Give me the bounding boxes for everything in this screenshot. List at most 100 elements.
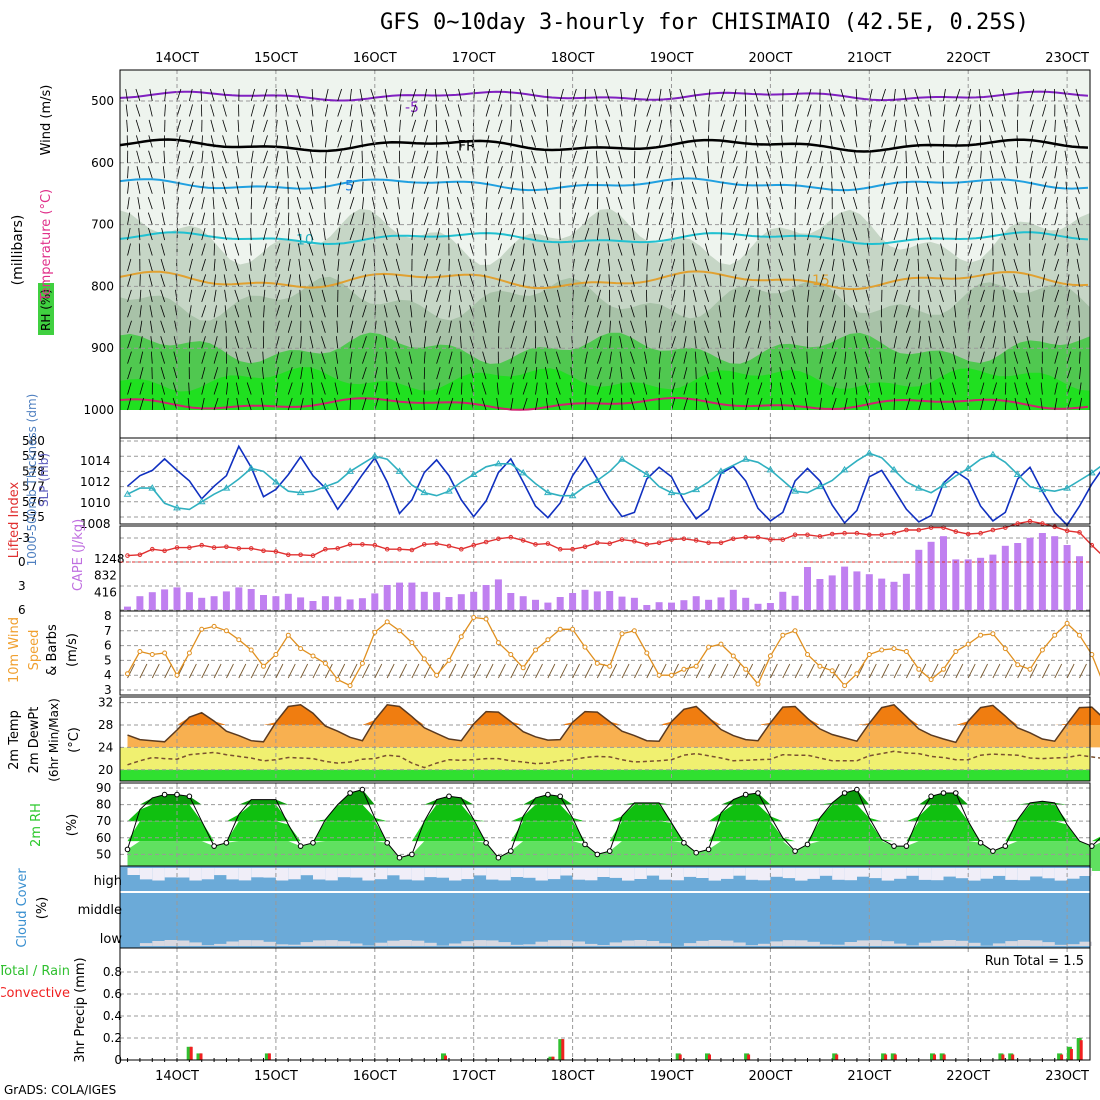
- cape-bar: [915, 549, 923, 610]
- wind-barb: [544, 181, 549, 194]
- rh-point: [508, 848, 514, 854]
- wind-barb: [779, 367, 784, 380]
- wind-barb: [790, 382, 796, 395]
- wind-barb: [1054, 166, 1058, 179]
- cape-bar: [433, 592, 441, 610]
- wind-barb: [732, 88, 737, 102]
- rh-point: [841, 790, 848, 796]
- cape-tick-label: 832: [94, 569, 117, 583]
- precip-total-bar: [881, 1053, 887, 1060]
- rh-point: [582, 841, 588, 848]
- wind-barb: [745, 212, 750, 225]
- wind-barb: [250, 150, 254, 163]
- wind-barb: [605, 88, 611, 102]
- wind-barb: [658, 305, 663, 318]
- wind-barb: [679, 119, 685, 133]
- cape-bar: [940, 536, 947, 610]
- precip-convective-bar: [747, 1054, 751, 1060]
- wind-barb: [1041, 166, 1047, 179]
- wind-point: [582, 644, 588, 650]
- wind-barb: [395, 258, 400, 272]
- rh-area-band: [127, 841, 1100, 871]
- wind-barb: [334, 397, 339, 411]
- surface-wind-barb: [609, 663, 618, 679]
- li-point: [273, 549, 279, 554]
- wind-barb: [423, 336, 427, 349]
- wind-point: [842, 683, 848, 689]
- cape-bar: [482, 585, 490, 610]
- low-cloud-bar: [906, 945, 919, 946]
- cloud-level-middle: middle: [78, 903, 122, 918]
- wind-barb: [893, 351, 897, 364]
- thickness-tick-label: 577: [22, 480, 45, 494]
- wind-barb: [572, 212, 577, 225]
- wind-barb: [522, 305, 527, 318]
- wind-barb: [149, 104, 153, 117]
- wind-barb: [127, 289, 132, 302]
- wind-barb: [361, 135, 363, 148]
- wind-point: [434, 672, 440, 678]
- wind-barb: [1029, 119, 1034, 133]
- wind-barb: [469, 243, 475, 256]
- wind-barb: [546, 104, 549, 117]
- wind-barb: [864, 351, 870, 364]
- wind-barb: [658, 320, 662, 333]
- li-point: [879, 532, 885, 538]
- wind-barb: [918, 351, 922, 364]
- high-cloud-bar: [288, 868, 301, 880]
- wind-barb: [481, 366, 487, 380]
- wind-barb: [201, 181, 205, 194]
- wind-barb: [584, 104, 587, 117]
- wind-barb: [745, 351, 750, 364]
- wind-barb: [559, 150, 563, 163]
- wind-barb: [757, 351, 762, 364]
- wind-barb: [300, 351, 303, 364]
- wind-barb: [1025, 382, 1031, 395]
- wind-barb: [720, 119, 725, 133]
- high-cloud-bar: [449, 868, 462, 881]
- top-date-label: 20OCT: [749, 51, 793, 66]
- wind-barb: [840, 150, 845, 163]
- wind-barb: [967, 227, 973, 241]
- wind-barb: [287, 351, 293, 364]
- wind-barb: [532, 258, 536, 272]
- wind-barb: [780, 397, 784, 411]
- wind-barb: [139, 320, 143, 333]
- low-cloud-bar: [164, 940, 177, 946]
- wind-barb: [285, 119, 289, 132]
- wind-barb: [543, 305, 549, 318]
- wind-barb: [766, 227, 771, 241]
- wind-barb: [980, 197, 984, 210]
- cape-bar: [816, 579, 824, 610]
- wind-barb: [126, 119, 128, 132]
- cape-bar: [173, 587, 181, 610]
- thickness-point: [642, 470, 651, 477]
- wind-barb: [222, 243, 227, 256]
- li-point: [990, 527, 996, 533]
- thickness-point: [148, 484, 157, 491]
- wind-barb: [819, 336, 824, 349]
- wind-barb: [719, 289, 722, 302]
- thickness-point: [667, 488, 676, 496]
- wind-barb: [335, 367, 339, 380]
- wind-point: [471, 615, 477, 620]
- wind-barb: [951, 397, 957, 411]
- wind-barb: [596, 351, 602, 364]
- wind-barb: [448, 289, 451, 302]
- precip-convective-bar: [1001, 1054, 1005, 1060]
- li-point: [891, 530, 897, 536]
- wind-barb: [942, 166, 944, 179]
- high-cloud-bar: [869, 868, 882, 879]
- wind-barb: [865, 397, 870, 411]
- wind-barb: [1017, 88, 1019, 102]
- wind-barb: [831, 243, 835, 256]
- wind-barb: [693, 305, 697, 318]
- top-date-label: 23OCT: [1045, 51, 1089, 66]
- wind-barb: [804, 397, 808, 411]
- wind-barb: [362, 243, 366, 256]
- wind-barb: [955, 228, 958, 241]
- low-cloud-bar: [955, 940, 969, 946]
- thickness-ylabel: 1000-500mb Thickness (dm): [25, 394, 39, 567]
- wind-barb: [879, 336, 883, 349]
- high-cloud-bar: [795, 868, 808, 881]
